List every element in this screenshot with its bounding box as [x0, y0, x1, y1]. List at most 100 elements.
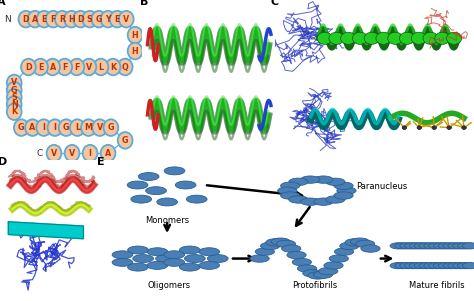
Circle shape	[147, 248, 168, 256]
Circle shape	[298, 265, 317, 272]
Circle shape	[82, 145, 98, 161]
Circle shape	[447, 126, 452, 129]
Circle shape	[7, 96, 22, 113]
Text: D: D	[25, 63, 32, 72]
Text: N: N	[11, 100, 18, 109]
Circle shape	[112, 258, 133, 266]
Circle shape	[337, 187, 356, 194]
Circle shape	[424, 243, 440, 249]
Circle shape	[447, 126, 452, 129]
Text: D: D	[23, 15, 29, 24]
Text: E: E	[97, 157, 104, 167]
Text: Protofibrils: Protofibrils	[292, 281, 337, 290]
Circle shape	[400, 262, 416, 269]
Text: G: G	[63, 123, 69, 132]
Circle shape	[443, 243, 459, 249]
Circle shape	[271, 238, 290, 245]
Circle shape	[18, 11, 33, 27]
Circle shape	[106, 59, 120, 75]
Circle shape	[91, 11, 106, 27]
Circle shape	[25, 119, 40, 136]
Circle shape	[314, 198, 333, 205]
Text: C: C	[271, 0, 279, 7]
Circle shape	[356, 240, 375, 247]
Text: D: D	[0, 157, 7, 167]
Circle shape	[147, 262, 168, 269]
Circle shape	[329, 255, 348, 262]
Circle shape	[317, 32, 332, 44]
Circle shape	[462, 126, 466, 129]
Text: A: A	[49, 63, 56, 72]
Circle shape	[261, 242, 280, 250]
Circle shape	[438, 262, 455, 269]
Circle shape	[428, 243, 445, 249]
Circle shape	[119, 11, 134, 27]
Circle shape	[326, 196, 345, 203]
Circle shape	[432, 126, 437, 129]
Text: A: A	[32, 15, 38, 24]
Circle shape	[457, 243, 474, 249]
Circle shape	[404, 243, 421, 249]
Circle shape	[390, 262, 406, 269]
Circle shape	[329, 32, 344, 44]
Circle shape	[7, 89, 22, 106]
Circle shape	[128, 27, 143, 43]
Circle shape	[112, 251, 133, 259]
Circle shape	[175, 181, 196, 189]
Text: F: F	[62, 63, 67, 72]
Circle shape	[36, 119, 51, 136]
Text: V: V	[11, 79, 18, 88]
Circle shape	[100, 145, 116, 161]
Circle shape	[157, 198, 177, 206]
Text: L: L	[75, 123, 80, 132]
Circle shape	[326, 178, 345, 185]
Circle shape	[428, 262, 445, 269]
Circle shape	[438, 243, 455, 249]
Circle shape	[282, 245, 301, 252]
Text: V: V	[97, 123, 103, 132]
Circle shape	[432, 126, 437, 129]
Text: Y: Y	[105, 15, 111, 24]
Circle shape	[457, 262, 474, 269]
Circle shape	[281, 192, 300, 199]
Circle shape	[313, 271, 333, 278]
Circle shape	[81, 119, 96, 136]
Circle shape	[462, 126, 466, 129]
Text: E: E	[41, 15, 47, 24]
Text: S: S	[11, 93, 17, 102]
Circle shape	[409, 243, 426, 249]
Circle shape	[448, 262, 464, 269]
Circle shape	[131, 195, 152, 203]
Circle shape	[341, 32, 356, 44]
Text: Mature fibrils: Mature fibrils	[409, 281, 465, 290]
Text: V: V	[69, 149, 75, 158]
Circle shape	[7, 75, 22, 91]
Text: E: E	[114, 15, 120, 24]
Circle shape	[289, 178, 308, 185]
Circle shape	[301, 198, 320, 205]
Circle shape	[314, 176, 333, 183]
Text: N: N	[4, 15, 10, 24]
Circle shape	[301, 176, 320, 183]
Text: C: C	[36, 149, 43, 158]
Text: V: V	[86, 63, 92, 72]
Text: Monomers: Monomers	[145, 216, 189, 225]
Circle shape	[411, 32, 427, 44]
Circle shape	[37, 11, 52, 27]
Circle shape	[164, 258, 184, 266]
Circle shape	[376, 32, 391, 44]
Text: H: H	[68, 15, 75, 24]
Circle shape	[414, 262, 430, 269]
Circle shape	[334, 192, 353, 199]
Circle shape	[453, 243, 469, 249]
Text: H: H	[132, 31, 138, 40]
Circle shape	[46, 11, 61, 27]
Circle shape	[250, 255, 269, 262]
Circle shape	[127, 181, 148, 189]
Circle shape	[281, 182, 300, 189]
Circle shape	[47, 119, 62, 136]
Circle shape	[390, 243, 406, 249]
Text: L: L	[99, 63, 103, 72]
Circle shape	[462, 243, 474, 249]
Circle shape	[199, 262, 219, 269]
